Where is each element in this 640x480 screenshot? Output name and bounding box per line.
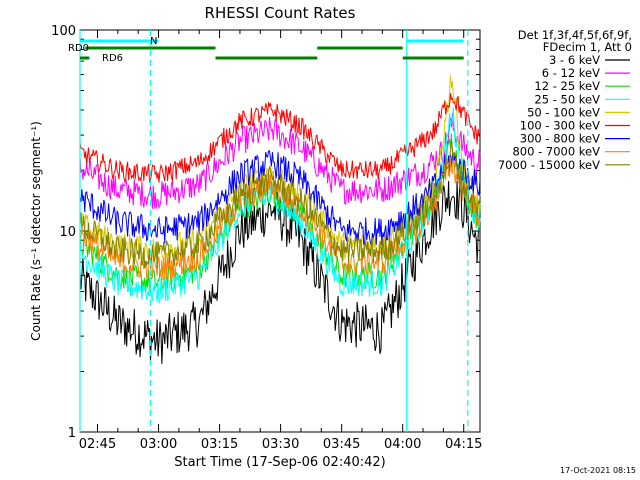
series-line [79,139,481,269]
flag-layer: N RD0 RD6 [68,30,469,432]
legend: Det 1f,3f,4f,5f,6f,9f, FDecim 1, Att 0 3… [498,28,632,172]
y-tick-label: 10 [59,225,76,240]
flag-label: RD0 [68,43,89,54]
x-tick-label: 04:15 [445,437,482,452]
series-line [79,150,481,246]
series-line [79,93,481,183]
x-tick-label: 03:00 [140,437,177,452]
legend-label: 50 - 100 keV [527,105,600,119]
legend-label: 800 - 7000 keV [512,145,600,159]
legend-label: 3 - 6 keV [549,53,600,67]
footer-timestamp: 17-Oct-2021 08:15 [560,466,636,475]
legend-label: 7000 - 15000 keV [498,158,600,172]
series-line [79,113,481,210]
chart-title: RHESSI Count Rates [205,4,356,22]
series-layer [79,75,481,364]
legend-label: 12 - 25 keV [534,79,600,93]
x-tick-label: 03:30 [262,437,299,452]
y-tick-label: 100 [51,24,76,39]
legend-header-line-2: FDecim 1, Att 0 [543,40,632,54]
legend-header-line-1: Det 1f,3f,4f,5f,6f,9f, [518,28,632,42]
x-tick-label: 04:00 [384,437,421,452]
legend-label: 300 - 800 keV [520,132,600,146]
x-tick-label: 03:15 [201,437,238,452]
legend-label: 25 - 50 keV [534,92,600,106]
legend-label: 6 - 12 keV [542,66,600,80]
y-axis-label: Count Rate (s⁻¹ detector segment⁻¹) [29,121,43,341]
y-axis: 1 10 100 [51,24,480,441]
x-tick-label: 03:45 [323,437,360,452]
y-tick-label: 1 [68,426,76,441]
x-axis-label: Start Time (17-Sep-06 02:40:42) [174,455,385,470]
plot-area: 1 10 100 02:45 03:00 03:15 03:30 03:45 04:00 04:… [51,24,482,452]
x-tick-label: 02:45 [79,437,116,452]
flag-label: RD6 [102,53,123,64]
legend-label: 100 - 300 keV [520,119,600,133]
flag-label: N [150,36,157,47]
x-axis: 02:45 03:00 03:15 03:30 03:45 04:00 04:15 [79,30,482,452]
